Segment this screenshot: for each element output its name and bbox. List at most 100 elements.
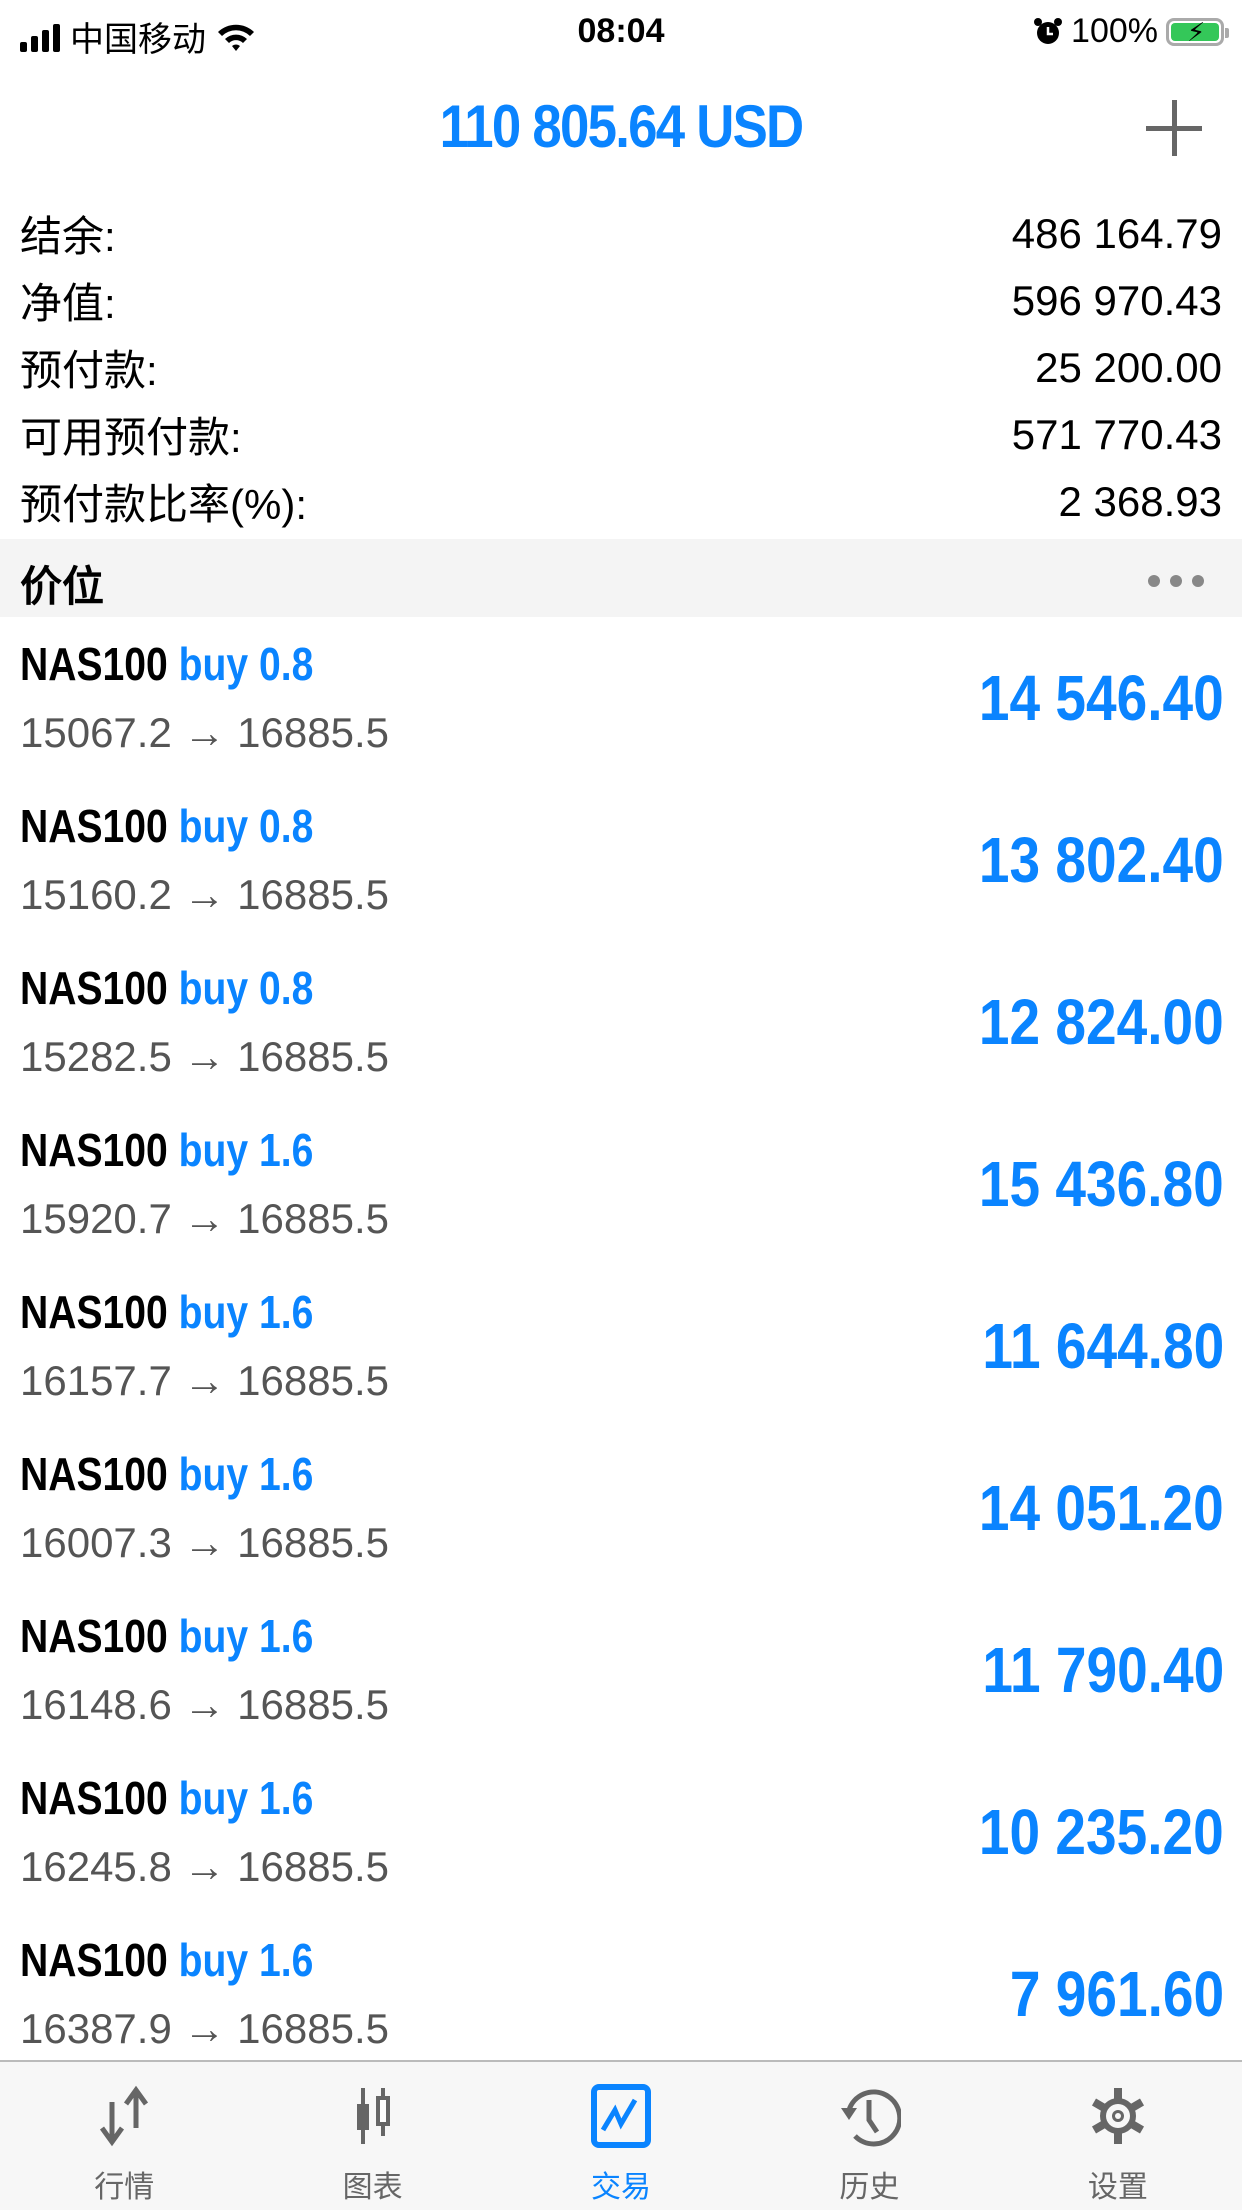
summary-value: 486 164.79: [1011, 209, 1222, 257]
tab-trade[interactable]: 交易: [497, 2062, 745, 2210]
tab-label: 交易: [591, 2171, 652, 2204]
summary-label: 预付款比率(%):: [20, 481, 307, 528]
position-symbol: NAS100: [20, 962, 168, 1014]
position-title: NAS100 buy 0.8: [20, 961, 313, 1015]
position-row[interactable]: NAS100 buy 1.6 16148.6 → 16885.5 11 790.…: [0, 1589, 1242, 1751]
summary-label: 预付款:: [20, 347, 158, 394]
position-prices: 16387.9 → 16885.5: [20, 2005, 389, 2052]
positions-list: NAS100 buy 0.8 15067.2 → 16885.5 14 546.…: [0, 617, 1242, 2075]
history-clock-icon: [841, 2089, 902, 2147]
tab-settings[interactable]: 设置: [994, 2062, 1242, 2210]
position-title: NAS100 buy 1.6: [20, 1933, 313, 1987]
positions-section-header: 价位: [0, 539, 1242, 617]
gear-icon: [1091, 2088, 1144, 2144]
position-row[interactable]: NAS100 buy 0.8 15282.5 → 16885.5 12 824.…: [0, 941, 1242, 1103]
position-row[interactable]: NAS100 buy 1.6 16387.9 → 16885.5 7 961.6…: [0, 1913, 1242, 2075]
position-symbol: NAS100: [20, 1448, 168, 1500]
signal-icon: [20, 22, 60, 52]
position-prices: 15282.5 → 16885.5: [20, 1033, 389, 1080]
position-profit: 14 546.40: [979, 662, 1224, 734]
position-side-volume: buy 1.6: [178, 1286, 314, 1338]
trade-chart-icon: [591, 2084, 652, 2148]
battery-percent: 100%: [1071, 12, 1158, 50]
summary-value: 571 770.43: [1011, 410, 1222, 458]
more-dots-icon[interactable]: [1148, 575, 1204, 587]
position-title: NAS100 buy 1.6: [20, 1609, 313, 1663]
position-symbol: NAS100: [20, 1934, 168, 1986]
tab-label: 行情: [94, 2171, 155, 2204]
position-prices: 16245.8 → 16885.5: [20, 1843, 389, 1890]
summary-value: 2 368.93: [1058, 477, 1223, 525]
position-title: NAS100 buy 1.6: [20, 1771, 313, 1825]
position-side-volume: buy 1.6: [178, 1772, 314, 1824]
position-symbol: NAS100: [20, 638, 168, 690]
position-symbol: NAS100: [20, 1286, 168, 1338]
position-prices: 16007.3 → 16885.5: [20, 1519, 389, 1566]
position-symbol: NAS100: [20, 1124, 168, 1176]
position-profit: 11 644.80: [982, 1310, 1224, 1382]
position-row[interactable]: NAS100 buy 0.8 15067.2 → 16885.5 14 546.…: [0, 617, 1242, 779]
position-side-volume: buy 1.6: [178, 1934, 314, 1986]
summary-value: 25 200.00: [1035, 343, 1222, 391]
summary-row-free-margin: 可用预付款: 571 770.43: [0, 401, 1242, 468]
position-prices: 15067.2 → 16885.5: [20, 709, 389, 756]
position-profit: 15 436.80: [979, 1148, 1224, 1220]
tab-history[interactable]: 历史: [745, 2062, 993, 2210]
position-prices: 15920.7 → 16885.5: [20, 1195, 389, 1242]
quotes-arrows-icon: [100, 2085, 149, 2147]
position-row[interactable]: NAS100 buy 1.6 16245.8 → 16885.5 10 235.…: [0, 1751, 1242, 1913]
summary-row-balance: 结余: 486 164.79: [0, 200, 1242, 267]
summary-row-margin-level: 预付款比率(%): 2 368.93: [0, 468, 1242, 535]
position-prices: 16157.7 → 16885.5: [20, 1357, 389, 1404]
position-side-volume: buy 1.6: [178, 1448, 314, 1500]
alarm-icon: [1034, 17, 1063, 44]
position-title: NAS100 buy 1.6: [20, 1123, 313, 1177]
candlestick-chart-icon: [356, 2088, 390, 2144]
position-profit: 14 051.20: [979, 1472, 1224, 1544]
tab-bar: 行情 图表 交易 历史 设置: [0, 2060, 1242, 2210]
header: 110 805.64 USD: [0, 88, 1242, 168]
position-prices: 15160.2 → 16885.5: [20, 871, 389, 918]
position-profit: 10 235.20: [979, 1796, 1224, 1868]
position-profit: 11 790.40: [982, 1634, 1224, 1706]
tab-charts[interactable]: 图表: [248, 2062, 496, 2210]
carrier: 中国移动: [70, 21, 206, 59]
position-prices: 16148.6 → 16885.5: [20, 1681, 389, 1728]
position-profit: 12 824.00: [979, 986, 1224, 1058]
position-title: NAS100 buy 1.6: [20, 1285, 313, 1339]
position-side-volume: buy 0.8: [178, 800, 314, 852]
position-profit: 7 961.60: [1009, 1958, 1224, 2030]
account-summary: 结余: 486 164.79 净值: 596 970.43 预付款: 25 200.0…: [0, 200, 1242, 535]
position-row[interactable]: NAS100 buy 1.6 16007.3 → 16885.5 14 051.…: [0, 1427, 1242, 1589]
wifi-icon: [218, 24, 254, 51]
clock: 08:04: [577, 12, 665, 50]
plus-icon[interactable]: [1146, 100, 1202, 156]
position-side-volume: buy 0.8: [178, 962, 314, 1014]
position-title: NAS100 buy 0.8: [20, 799, 313, 853]
position-side-volume: buy 1.6: [178, 1124, 314, 1176]
summary-value: 596 970.43: [1011, 276, 1222, 324]
summary-label: 可用预付款:: [20, 414, 242, 461]
tab-label: 图表: [342, 2171, 403, 2204]
position-row[interactable]: NAS100 buy 1.6 15920.7 → 16885.5 15 436.…: [0, 1103, 1242, 1265]
tab-label: 历史: [839, 2171, 900, 2204]
tab-label: 设置: [1087, 2171, 1148, 2204]
position-symbol: NAS100: [20, 1772, 168, 1824]
tab-quotes[interactable]: 行情: [0, 2062, 248, 2210]
position-title: NAS100 buy 1.6: [20, 1447, 313, 1501]
position-row[interactable]: NAS100 buy 1.6 16157.7 → 16885.5 11 644.…: [0, 1265, 1242, 1427]
position-title: NAS100 buy 0.8: [20, 637, 313, 691]
position-symbol: NAS100: [20, 1610, 168, 1662]
position-side-volume: buy 0.8: [178, 638, 314, 690]
summary-label: 结余:: [20, 213, 116, 260]
section-title: 价位: [20, 563, 105, 610]
position-symbol: NAS100: [20, 800, 168, 852]
summary-row-equity: 净值: 596 970.43: [0, 267, 1242, 334]
status-bar: 中国移动 08:04 100% ⚡: [0, 0, 1242, 64]
position-side-volume: buy 1.6: [178, 1610, 314, 1662]
summary-row-margin: 预付款: 25 200.00: [0, 334, 1242, 401]
summary-label: 净值:: [20, 280, 116, 327]
position-profit: 13 802.40: [979, 824, 1224, 896]
page-title: 110 805.64 USD: [439, 93, 805, 160]
position-row[interactable]: NAS100 buy 0.8 15160.2 → 16885.5 13 802.…: [0, 779, 1242, 941]
